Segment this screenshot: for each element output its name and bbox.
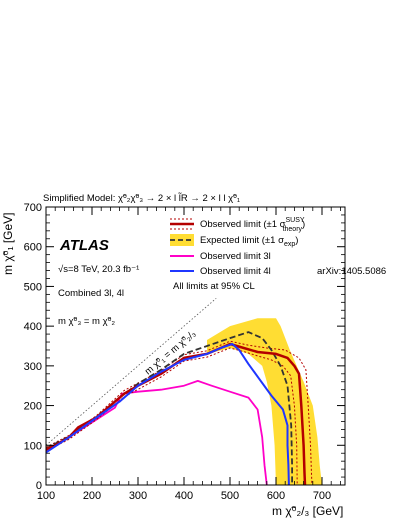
y-tick-label-0: 0 <box>36 480 42 492</box>
plot-frame <box>45 206 346 486</box>
x-tick-label-200: 200 <box>83 490 101 502</box>
observed-3l-line <box>45 380 268 486</box>
legend-obs3l: Observed limit 3l <box>170 251 271 262</box>
x-axis-title: m χ̃⁰₂/₃ [GeV] <box>272 504 343 518</box>
legend-obs3l-label: Observed limit 3l <box>200 251 271 262</box>
legend-observed-sup: SUSY <box>286 217 305 224</box>
chart-title: Simplified Model: χ̃⁰₂χ̃⁰₃ → 2 × l l̃R →… <box>43 192 240 204</box>
observed-limit-plus-sigma <box>45 340 313 486</box>
x-tick-label-500: 500 <box>221 490 239 502</box>
x-tick-label-100: 100 <box>37 490 55 502</box>
y-tick-label-700: 700 <box>24 202 42 214</box>
cl-note: All limits at 95% CL <box>173 281 255 292</box>
legend-observed-label: Observed limit (±1 σSUSY theory) <box>200 217 305 233</box>
legend-observed: Observed limit (±1 σSUSY theory) <box>170 217 305 233</box>
legend-expected-close: ) <box>295 235 298 246</box>
legend-expected-sub: exp <box>284 241 295 248</box>
x-tick-label-700: 700 <box>313 490 331 502</box>
legend-obs4l-ref: arXiv:1405.5086 <box>317 266 386 277</box>
y-tick-label-500: 500 <box>24 281 42 293</box>
legend-expected-text: Expected limit (±1 σ <box>200 235 284 246</box>
channels-label: Combined 3l, 4l <box>58 288 124 299</box>
expected-band <box>207 318 322 485</box>
y-tick-label-400: 400 <box>24 321 42 333</box>
y-tick-label-200: 200 <box>24 401 42 413</box>
y-tick-label-600: 600 <box>24 242 42 254</box>
legend-observed-close: ) <box>302 219 305 230</box>
energy-lumi: √s=8 TeV, 20.3 fb⁻¹ <box>58 264 139 275</box>
observed-4l-line <box>45 343 290 486</box>
atlas-label: ATLAS <box>59 237 109 254</box>
expected-limit-line <box>45 331 293 485</box>
y-axis-title: m χ̃⁰₁ [GeV] <box>1 212 15 275</box>
y-tick-label-100: 100 <box>24 440 42 452</box>
legend-expected-label: Expected limit (±1 σexp) <box>200 235 298 248</box>
legend-expected: Expected limit (±1 σexp) <box>170 234 298 248</box>
diagonal-line <box>45 298 217 446</box>
legend-observed-text: Observed limit (±1 σ <box>200 219 286 230</box>
legend: Observed limit (±1 σSUSY theory) Expected… <box>170 217 386 292</box>
legend-obs4l: Observed limit 4l arXiv:1405.5086 <box>170 266 386 277</box>
x-tick-label-400: 400 <box>175 490 193 502</box>
mass-condition: m χ̃⁰₃ = m χ̃⁰₂ <box>58 316 115 327</box>
x-tick-label-600: 600 <box>267 490 285 502</box>
x-tick-label-300: 300 <box>129 490 147 502</box>
legend-obs4l-label: Observed limit 4l <box>200 266 271 277</box>
legend-observed-sub: theory <box>283 226 303 233</box>
y-tick-label-300: 300 <box>24 361 42 373</box>
plot-area: 100 200 300 400 500 600 7000100200300400500600… <box>24 202 346 502</box>
